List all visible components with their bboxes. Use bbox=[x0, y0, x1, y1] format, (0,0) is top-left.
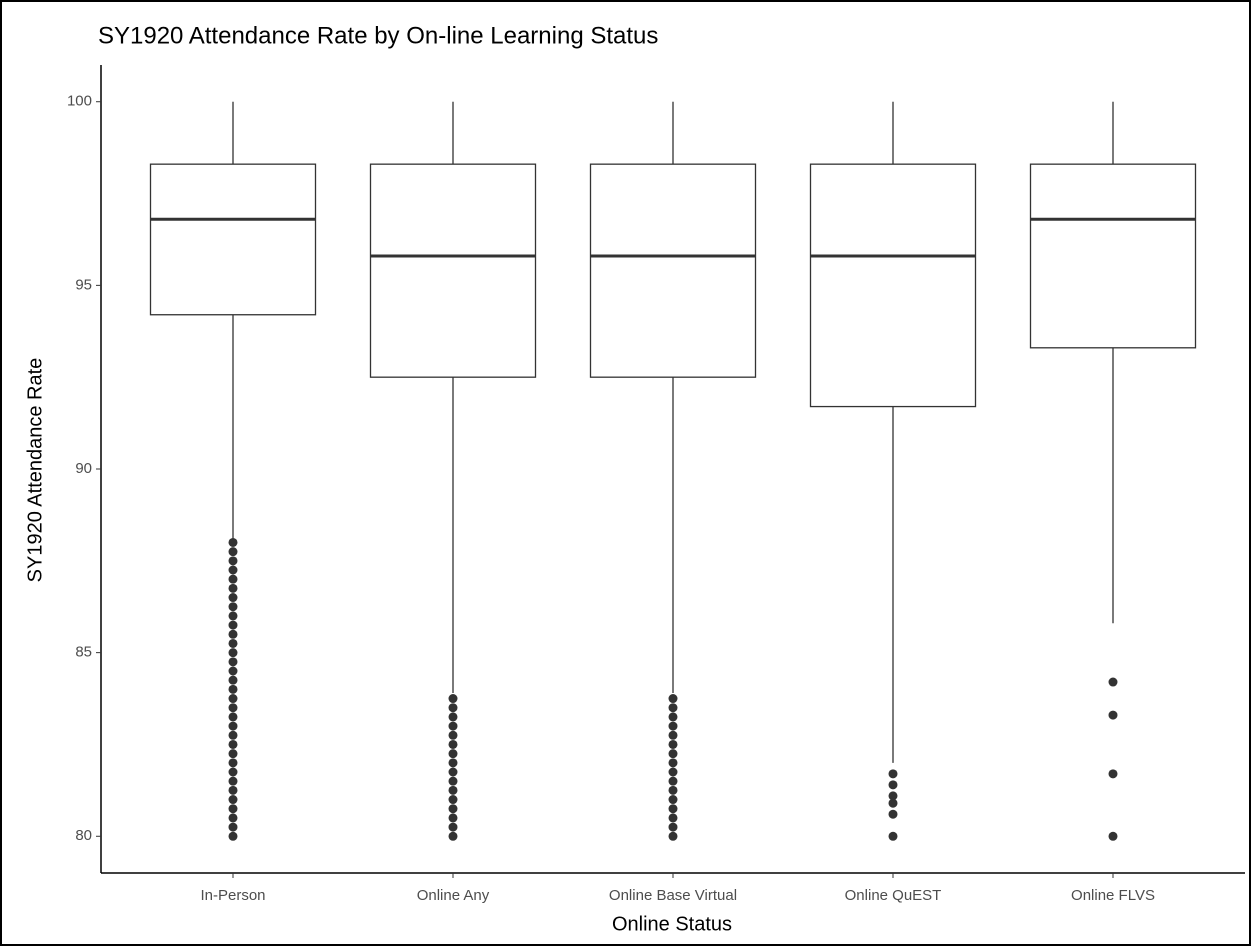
outlier bbox=[228, 822, 238, 832]
x-tick-label: Online FLVS bbox=[1071, 887, 1155, 904]
outlier bbox=[448, 804, 458, 814]
outlier bbox=[888, 809, 898, 819]
outlier bbox=[228, 593, 238, 603]
outlier bbox=[228, 776, 238, 786]
x-axis-label: Online Status bbox=[612, 913, 732, 935]
outlier bbox=[228, 537, 238, 547]
outlier bbox=[228, 721, 238, 731]
outlier bbox=[1108, 677, 1118, 687]
outlier bbox=[888, 831, 898, 841]
outlier bbox=[668, 767, 678, 777]
x-tick-label: In-Person bbox=[200, 887, 265, 904]
outlier bbox=[228, 675, 238, 685]
outlier bbox=[228, 611, 238, 621]
outlier bbox=[888, 791, 898, 801]
outlier bbox=[448, 730, 458, 740]
outlier bbox=[228, 758, 238, 768]
outlier bbox=[228, 629, 238, 639]
outlier bbox=[668, 776, 678, 786]
outlier bbox=[228, 795, 238, 805]
outlier bbox=[228, 666, 238, 676]
outlier bbox=[448, 831, 458, 841]
outlier bbox=[888, 780, 898, 790]
outlier bbox=[228, 657, 238, 667]
outlier bbox=[228, 583, 238, 593]
x-tick-label: Online QuEST bbox=[845, 887, 942, 904]
y-tick-label: 100 bbox=[67, 93, 92, 110]
outlier bbox=[228, 813, 238, 823]
outlier bbox=[228, 565, 238, 575]
outlier bbox=[668, 694, 678, 704]
outlier bbox=[668, 785, 678, 795]
outlier bbox=[668, 712, 678, 722]
outlier bbox=[668, 795, 678, 805]
chart-title: SY1920 Attendance Rate by On-line Learni… bbox=[98, 22, 658, 49]
outlier bbox=[228, 638, 238, 648]
outlier bbox=[448, 785, 458, 795]
outlier bbox=[448, 813, 458, 823]
outlier bbox=[448, 776, 458, 786]
outlier bbox=[1108, 710, 1118, 720]
outlier bbox=[228, 712, 238, 722]
outlier bbox=[228, 694, 238, 704]
outlier bbox=[228, 749, 238, 759]
outlier bbox=[668, 721, 678, 731]
y-tick-label: 85 bbox=[75, 644, 92, 661]
outlier bbox=[448, 767, 458, 777]
outlier bbox=[668, 749, 678, 759]
outlier bbox=[228, 556, 238, 566]
outlier bbox=[448, 739, 458, 749]
outlier bbox=[668, 703, 678, 713]
y-tick-label: 80 bbox=[75, 827, 92, 844]
outlier bbox=[448, 703, 458, 713]
outlier bbox=[228, 620, 238, 630]
outlier bbox=[668, 804, 678, 814]
outlier bbox=[1108, 831, 1118, 841]
outlier bbox=[228, 730, 238, 740]
y-axis-label: SY1920 Attendance Rate bbox=[24, 358, 46, 583]
x-tick-label: Online Base Virtual bbox=[609, 887, 737, 904]
outlier bbox=[228, 648, 238, 658]
outlier bbox=[228, 767, 238, 777]
outlier bbox=[1108, 769, 1118, 779]
outlier bbox=[888, 769, 898, 779]
outlier bbox=[448, 795, 458, 805]
outlier bbox=[448, 721, 458, 731]
outlier bbox=[228, 785, 238, 795]
outlier bbox=[448, 694, 458, 704]
outlier bbox=[668, 730, 678, 740]
outlier bbox=[668, 758, 678, 768]
outlier bbox=[228, 703, 238, 713]
y-tick-label: 95 bbox=[75, 276, 92, 293]
outlier bbox=[668, 822, 678, 832]
outlier bbox=[448, 758, 458, 768]
outlier bbox=[668, 831, 678, 841]
box bbox=[1029, 163, 1197, 349]
outlier bbox=[888, 798, 898, 808]
x-tick-label: Online Any bbox=[417, 887, 490, 904]
outlier bbox=[668, 739, 678, 749]
outlier bbox=[228, 739, 238, 749]
outlier bbox=[668, 813, 678, 823]
outlier bbox=[448, 822, 458, 832]
outlier bbox=[228, 547, 238, 557]
box bbox=[369, 163, 537, 378]
outlier bbox=[228, 574, 238, 584]
outlier bbox=[228, 684, 238, 694]
y-tick-label: 90 bbox=[75, 460, 92, 477]
outlier bbox=[448, 712, 458, 722]
outlier bbox=[228, 602, 238, 612]
box bbox=[149, 163, 317, 316]
box bbox=[589, 163, 757, 378]
box bbox=[809, 163, 977, 408]
outlier bbox=[228, 831, 238, 841]
outlier bbox=[228, 804, 238, 814]
outlier bbox=[448, 749, 458, 759]
